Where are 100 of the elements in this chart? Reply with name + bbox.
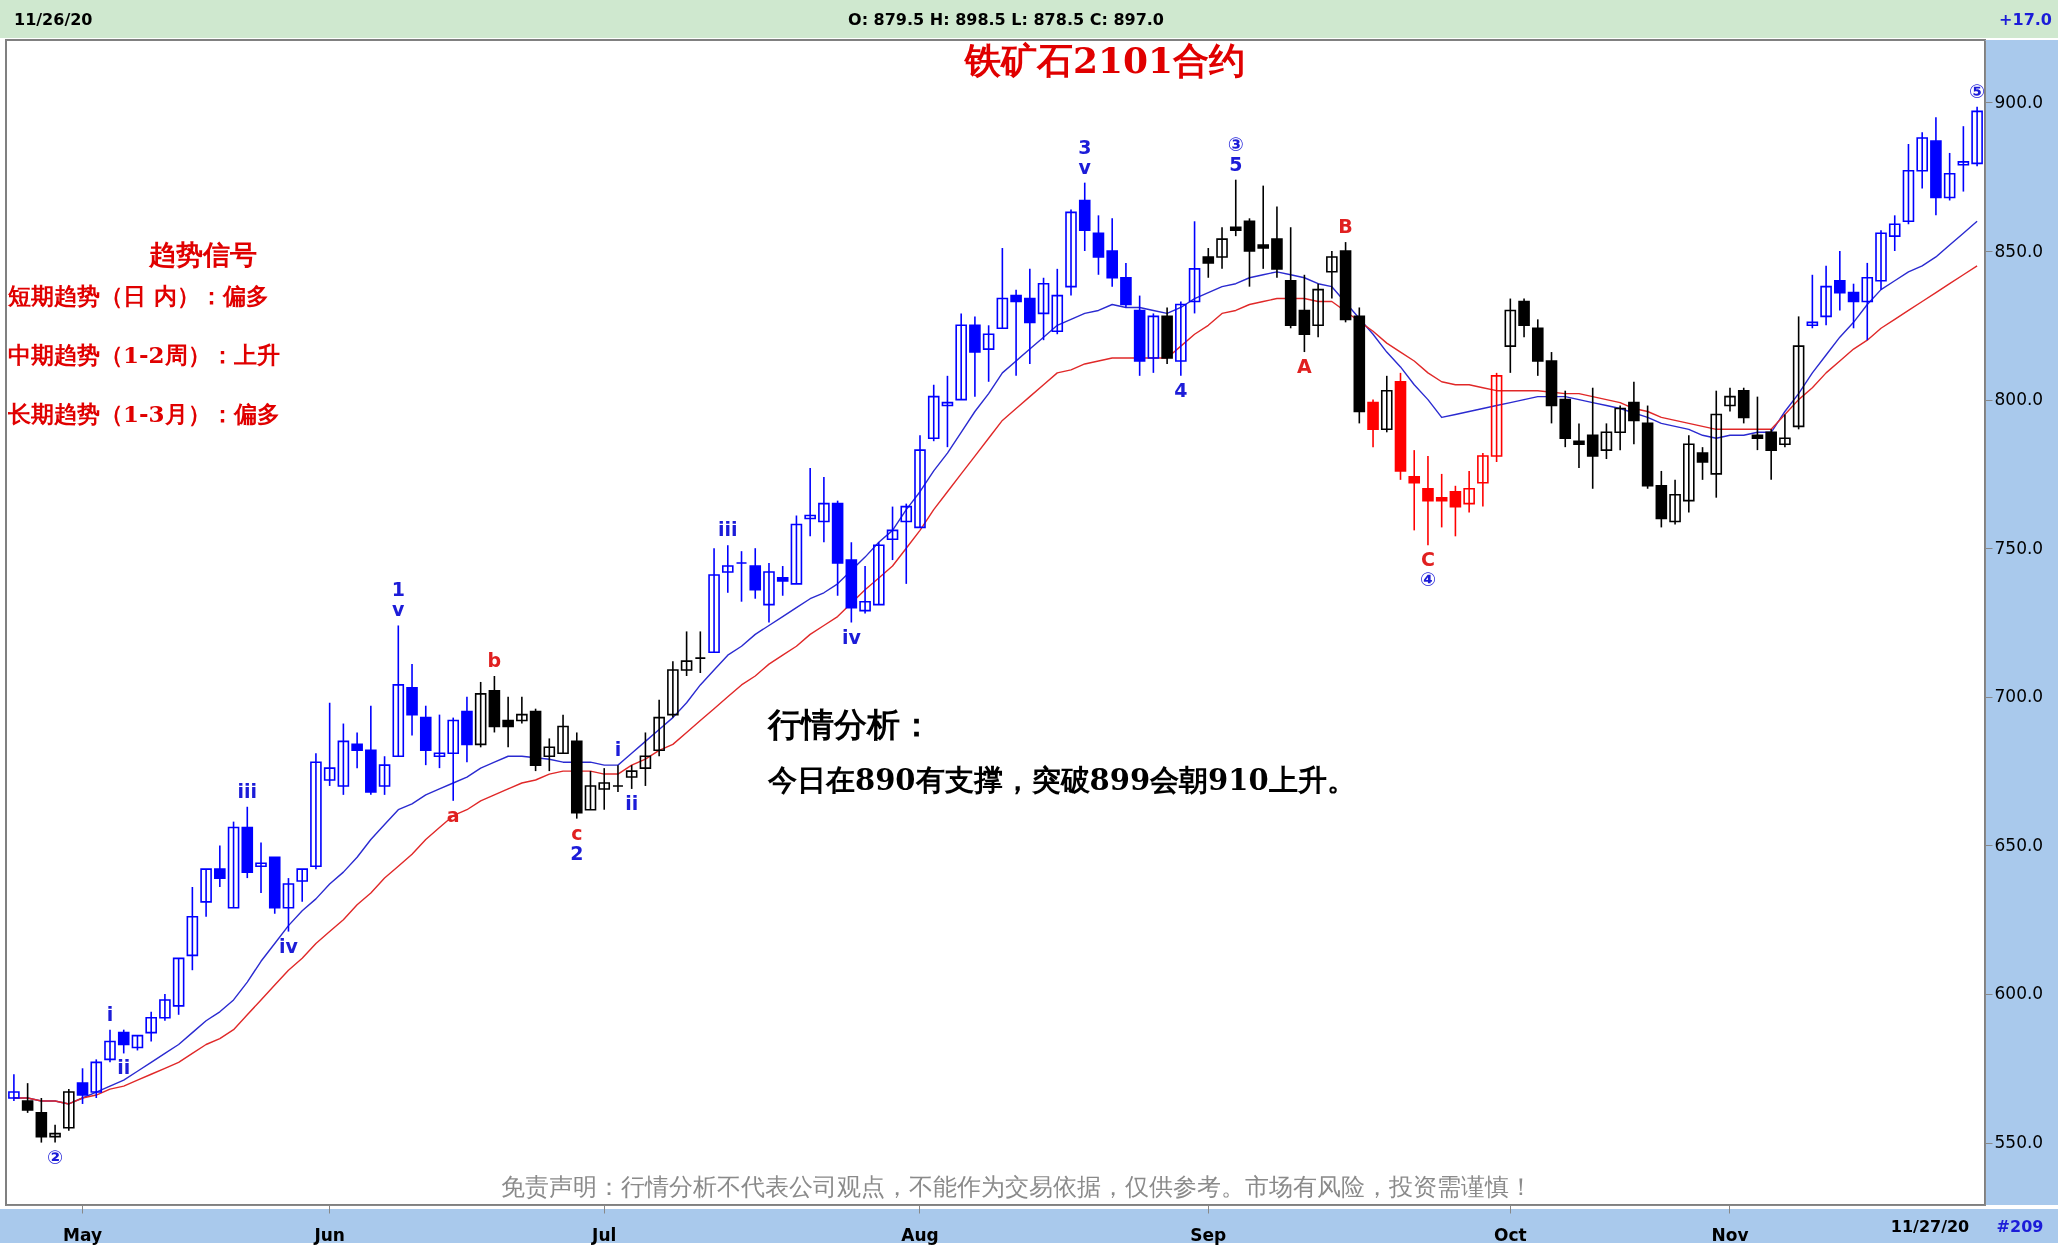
candlestick bbox=[1628, 380, 1640, 445]
candlestick bbox=[1779, 413, 1791, 448]
annotation: C bbox=[1420, 548, 1435, 571]
candlestick bbox=[1188, 220, 1201, 315]
candlestick bbox=[1229, 178, 1242, 237]
candlestick bbox=[35, 1097, 48, 1144]
candlestick bbox=[543, 737, 556, 772]
candlestick bbox=[776, 565, 789, 597]
candlestick bbox=[392, 624, 405, 758]
candlestick bbox=[1806, 273, 1819, 330]
x-tick-label: Jun bbox=[313, 1224, 345, 1245]
candlestick bbox=[104, 1028, 116, 1064]
candlestick bbox=[1298, 273, 1311, 353]
candlestick bbox=[1600, 422, 1613, 460]
y-tick-label: 700.0 bbox=[1994, 686, 2044, 707]
candlestick bbox=[1724, 386, 1736, 413]
annotation: iii bbox=[718, 518, 738, 541]
candlestick bbox=[474, 681, 487, 749]
candlestick bbox=[1820, 265, 1832, 327]
annotation: v bbox=[392, 598, 406, 621]
x-tick-label: May bbox=[63, 1224, 103, 1245]
candlestick bbox=[1490, 372, 1503, 463]
candlestick bbox=[1216, 226, 1228, 270]
candlestick bbox=[296, 868, 308, 903]
y-tick-label: 650.0 bbox=[1994, 834, 2044, 855]
candlestick bbox=[1380, 375, 1393, 434]
candlestick bbox=[1834, 250, 1846, 312]
candlestick bbox=[8, 1073, 20, 1102]
candlestick bbox=[859, 565, 871, 615]
candlestick bbox=[653, 698, 665, 758]
candlestick bbox=[612, 764, 624, 793]
candlestick bbox=[1202, 247, 1215, 279]
candlestick bbox=[1971, 106, 1983, 168]
x-tick-label: Jul bbox=[591, 1224, 617, 1245]
candlestick bbox=[1065, 208, 1077, 297]
candlestick bbox=[214, 844, 226, 888]
candlestick bbox=[927, 383, 940, 443]
candlestick bbox=[1518, 297, 1530, 338]
candlestick bbox=[1957, 125, 1970, 193]
candlestick bbox=[310, 752, 322, 870]
annotation: b bbox=[487, 648, 502, 671]
candlestick bbox=[694, 630, 707, 674]
annotation: ② bbox=[47, 1145, 64, 1168]
candlestick bbox=[749, 547, 762, 600]
candlestick bbox=[447, 716, 460, 802]
annotation: B bbox=[1338, 215, 1353, 238]
y-tick-label: 550.0 bbox=[1994, 1132, 2044, 1153]
candlestick bbox=[282, 877, 295, 933]
candlestick bbox=[941, 375, 954, 448]
candlestick bbox=[145, 1011, 157, 1043]
candlestick bbox=[1147, 312, 1160, 374]
candlestick bbox=[1875, 229, 1887, 291]
y-tick-label: 800.0 bbox=[1994, 389, 2044, 410]
candlestick bbox=[1792, 315, 1805, 431]
candlestick bbox=[1861, 262, 1874, 341]
x-tick-label: Oct bbox=[1494, 1224, 1527, 1245]
candlestick bbox=[337, 722, 350, 796]
candlestick bbox=[1943, 152, 1956, 202]
annotation: iii bbox=[237, 779, 258, 802]
x-tick-label: Nov bbox=[1711, 1224, 1749, 1245]
candlestick bbox=[433, 713, 446, 769]
candlestick bbox=[818, 476, 830, 544]
candlestick bbox=[1847, 282, 1860, 330]
candlestick bbox=[1024, 268, 1036, 365]
annotation: 今日在890有支撑，突破899会朝910上升。 bbox=[767, 763, 1356, 797]
candlestick bbox=[1408, 449, 1421, 532]
text: 11/26/20 bbox=[14, 10, 93, 29]
x-tick-label: Aug bbox=[901, 1224, 939, 1245]
annotation: iv bbox=[841, 625, 862, 648]
candlestick bbox=[502, 696, 514, 749]
candlestick bbox=[1010, 288, 1022, 377]
annotation: 中期趋势（1-2周）：上升 bbox=[8, 341, 280, 368]
candlestick bbox=[557, 713, 569, 755]
candlestick bbox=[1696, 446, 1709, 481]
annotation: ii bbox=[117, 1056, 131, 1079]
candlestick bbox=[1175, 300, 1187, 377]
chart-title: 铁矿石2101合约 bbox=[962, 39, 1246, 81]
candlestick bbox=[873, 541, 885, 606]
candlestick bbox=[1586, 386, 1599, 490]
annotation: c bbox=[571, 821, 583, 844]
candlestick bbox=[1037, 276, 1050, 341]
y-tick-label: 900.0 bbox=[1994, 91, 2044, 112]
candlestick bbox=[763, 562, 775, 624]
candlestick bbox=[680, 630, 693, 677]
y-tick-label: 750.0 bbox=[1994, 537, 2044, 558]
candlestick bbox=[21, 1082, 34, 1114]
candlestick bbox=[1573, 422, 1585, 469]
candlestick bbox=[1477, 452, 1489, 508]
candlestick bbox=[1916, 131, 1928, 190]
text: +17.0 bbox=[1999, 10, 2052, 29]
y-tick-label: 850.0 bbox=[1994, 240, 2044, 261]
annotation: 1 bbox=[391, 578, 405, 601]
candlestick bbox=[1614, 404, 1626, 451]
candlestick bbox=[76, 1067, 89, 1105]
annotation: 5 bbox=[1229, 152, 1243, 175]
candlestick bbox=[639, 731, 652, 787]
candlestick bbox=[117, 1028, 130, 1055]
candlestick bbox=[735, 550, 748, 603]
candlestick bbox=[584, 770, 597, 811]
candlestick bbox=[1683, 434, 1695, 514]
